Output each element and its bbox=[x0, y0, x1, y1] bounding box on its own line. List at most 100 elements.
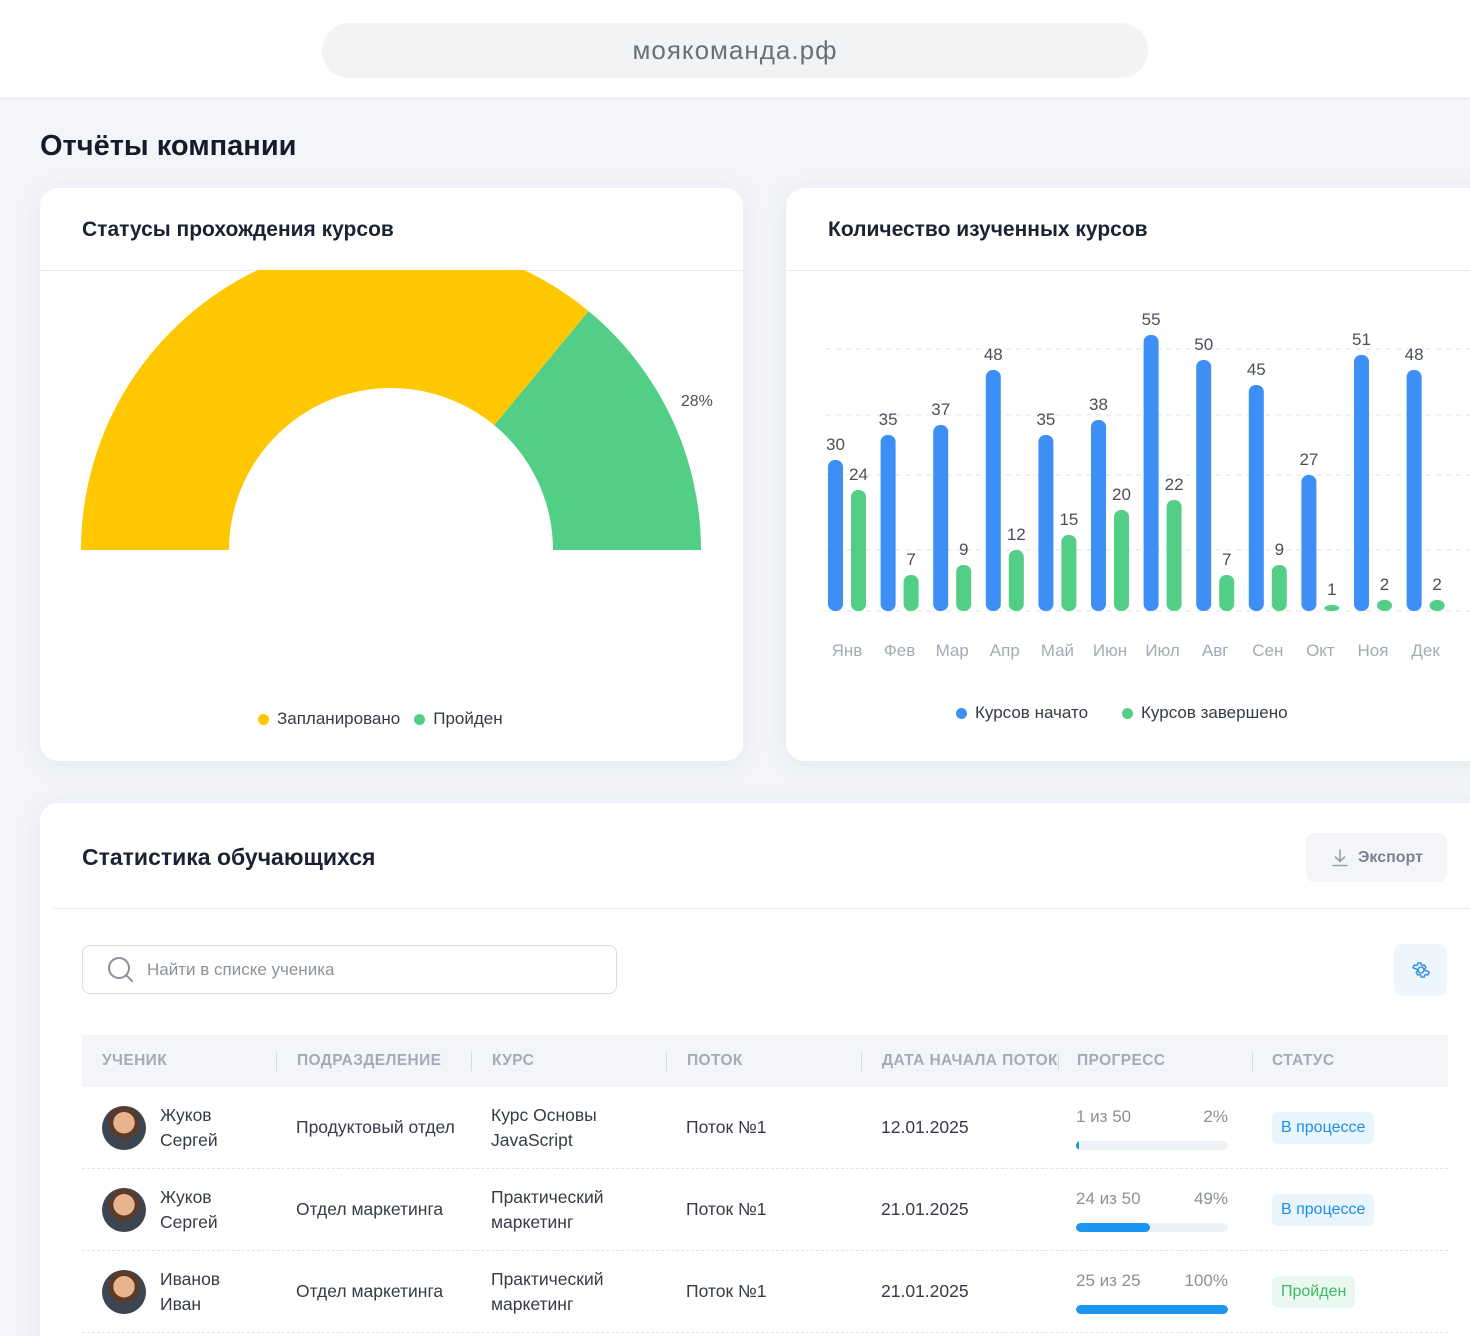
status-chart-title: Статусы прохождения курсов bbox=[82, 218, 394, 241]
x-tick-label: Дек bbox=[1411, 641, 1440, 660]
bar-completed[interactable] bbox=[1008, 550, 1024, 611]
table-row[interactable]: Жуков Сергей Отдел маркетинга Практическ… bbox=[82, 1169, 1448, 1251]
x-tick-label: Сен bbox=[1252, 641, 1283, 660]
x-tick-label: Фев bbox=[884, 641, 915, 660]
course-line-1: Курс Основы bbox=[491, 1105, 597, 1125]
bar-started[interactable] bbox=[828, 460, 843, 611]
table-header: УЧЕНИК ПОДРАЗДЕЛЕНИЕ КУРС ПОТОК ДАТА НАЧ… bbox=[82, 1035, 1448, 1087]
progress-bar bbox=[1076, 1305, 1228, 1314]
bar-started[interactable] bbox=[1248, 385, 1264, 611]
gauge-slice-1[interactable] bbox=[494, 311, 701, 550]
legend-item-planned[interactable]: Запланировано bbox=[258, 709, 400, 729]
progress-bar bbox=[1076, 1223, 1228, 1232]
col-separator bbox=[1252, 1052, 1253, 1071]
bar-value-label: 12 bbox=[1007, 525, 1026, 544]
bar-completed[interactable] bbox=[956, 565, 972, 611]
bar-started[interactable] bbox=[1301, 475, 1317, 611]
bar-value-label: 45 bbox=[1247, 360, 1266, 379]
student-name[interactable]: Иванов Иван bbox=[160, 1267, 220, 1317]
student-name[interactable]: Жуков Сергей bbox=[160, 1185, 218, 1235]
bar-completed[interactable] bbox=[1324, 605, 1340, 611]
x-tick-label: Окт bbox=[1306, 641, 1335, 660]
gauge-slice-0[interactable] bbox=[81, 270, 589, 550]
progress-fill bbox=[1076, 1223, 1151, 1232]
card-divider bbox=[53, 908, 1470, 909]
legend-item-completed[interactable]: Курсов завершено bbox=[1122, 703, 1288, 723]
bar-value-label: 37 bbox=[931, 400, 950, 419]
x-tick-label: Апр bbox=[990, 641, 1020, 660]
bar-started[interactable] bbox=[933, 425, 949, 611]
x-tick-label: Янв bbox=[832, 641, 863, 660]
col-header-student[interactable]: УЧЕНИК bbox=[102, 1052, 168, 1069]
students-title: Статистика обучающихся bbox=[82, 844, 376, 870]
col-header-start-date[interactable]: ДАТА НАЧАЛА ПОТОКА bbox=[882, 1052, 1058, 1069]
gauge-slice-label: 28% bbox=[681, 393, 713, 410]
courses-chart-card: Количество изученных курсов 30 24 Янв 35 7 Фе… bbox=[786, 188, 1470, 761]
bar-started[interactable] bbox=[985, 370, 1001, 611]
bar-value-label: 7 bbox=[906, 550, 915, 569]
legend-item-passed[interactable]: Пройден bbox=[414, 709, 503, 729]
bar-completed[interactable] bbox=[1219, 575, 1235, 611]
bar-value-label: 50 bbox=[1194, 335, 1213, 354]
col-header-stream[interactable]: ПОТОК bbox=[687, 1052, 743, 1069]
bar-completed[interactable] bbox=[1377, 600, 1392, 611]
bar-value-label: 30 bbox=[826, 435, 845, 454]
x-tick-label: Авг bbox=[1202, 641, 1229, 660]
export-label: Экспорт bbox=[1358, 848, 1423, 866]
table-settings-button[interactable] bbox=[1394, 944, 1447, 996]
bar-value-label: 2 bbox=[1432, 575, 1441, 594]
legend-label-planned: Запланировано bbox=[277, 709, 401, 728]
bar-started[interactable] bbox=[880, 435, 896, 611]
avatar bbox=[102, 1270, 146, 1314]
course-line-2: маркетинг bbox=[491, 1212, 574, 1232]
status-badge: В процессе bbox=[1272, 1194, 1375, 1226]
export-button[interactable]: Экспорт bbox=[1306, 833, 1447, 882]
bar-started[interactable] bbox=[1354, 355, 1369, 611]
col-separator bbox=[1058, 1052, 1059, 1071]
bar-started[interactable] bbox=[1143, 335, 1159, 611]
bar-completed[interactable] bbox=[1061, 535, 1077, 611]
col-header-status[interactable]: СТАТУС bbox=[1272, 1052, 1335, 1069]
bar-completed[interactable] bbox=[1166, 500, 1182, 611]
courses-chart-title: Количество изученных курсов bbox=[828, 218, 1148, 241]
bar-value-label: 35 bbox=[1036, 410, 1055, 429]
bar-started[interactable] bbox=[1196, 360, 1212, 611]
col-header-progress[interactable]: ПРОГРЕСС bbox=[1077, 1052, 1166, 1069]
progress-bar bbox=[1076, 1141, 1228, 1150]
col-header-department[interactable]: ПОДРАЗДЕЛЕНИЕ bbox=[297, 1052, 442, 1069]
bar-value-label: 51 bbox=[1352, 330, 1371, 349]
bar-started[interactable] bbox=[1406, 370, 1422, 611]
address-bar[interactable]: моякоманда.рф bbox=[322, 23, 1148, 78]
bar-completed[interactable] bbox=[1114, 510, 1129, 611]
bar-value-label: 24 bbox=[849, 465, 868, 484]
student-first-name: Сергей bbox=[160, 1130, 218, 1150]
student-search-input[interactable]: Найти в списке ученика bbox=[82, 945, 617, 994]
download-icon bbox=[1332, 848, 1348, 866]
bar-value-label: 48 bbox=[984, 345, 1003, 364]
department-cell: Отдел маркетинга bbox=[296, 1199, 444, 1219]
student-last-name: Жуков bbox=[160, 1187, 212, 1207]
col-separator bbox=[276, 1052, 277, 1071]
legend-label-started: Курсов начато bbox=[975, 703, 1089, 722]
student-last-name: Жуков bbox=[160, 1105, 212, 1125]
bar-completed[interactable] bbox=[851, 490, 866, 611]
student-name[interactable]: Жуков Сергей bbox=[160, 1103, 218, 1153]
bar-completed[interactable] bbox=[1429, 600, 1445, 611]
address-text: моякоманда.рф bbox=[632, 35, 838, 65]
bar-value-label: 27 bbox=[1299, 450, 1318, 469]
col-separator bbox=[666, 1052, 667, 1071]
bar-completed[interactable] bbox=[1271, 565, 1287, 611]
table-row[interactable]: Жуков Сергей Продуктовый отдел Курс Осно… bbox=[82, 1087, 1448, 1169]
bar-value-label: 35 bbox=[879, 410, 898, 429]
col-separator bbox=[471, 1052, 472, 1071]
bar-started[interactable] bbox=[1038, 435, 1054, 611]
avatar bbox=[102, 1106, 146, 1150]
bar-started[interactable] bbox=[1091, 420, 1106, 611]
stream-cell: Поток №1 bbox=[686, 1199, 767, 1219]
bar-completed[interactable] bbox=[903, 575, 919, 611]
legend-item-started[interactable]: Курсов начато bbox=[956, 703, 1088, 723]
date-cell: 21.01.2025 bbox=[881, 1199, 969, 1219]
col-header-course[interactable]: КУРС bbox=[492, 1052, 535, 1069]
table-row[interactable]: Иванов Иван Отдел маркетинга Практически… bbox=[82, 1251, 1448, 1333]
date-cell: 21.01.2025 bbox=[881, 1281, 969, 1301]
